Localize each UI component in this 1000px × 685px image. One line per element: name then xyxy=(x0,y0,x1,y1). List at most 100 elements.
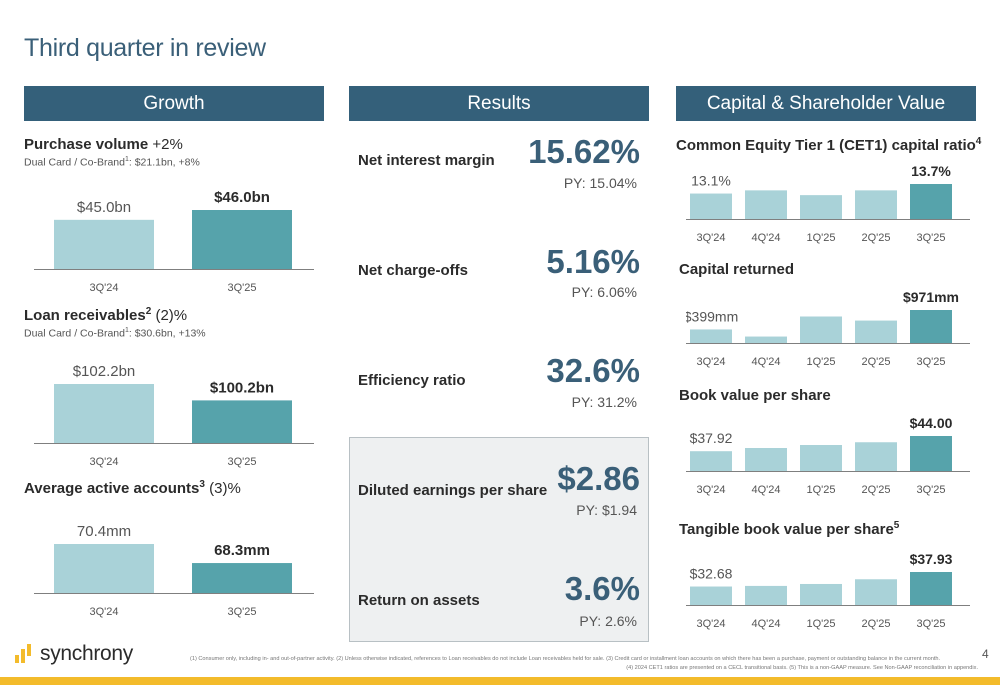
value-label-loans-0: $102.2bn xyxy=(73,363,136,380)
roa-label: Return on assets xyxy=(358,592,480,609)
chart-accounts: 70.4mm 3Q'24 68.3mm 3Q'25 xyxy=(34,523,314,618)
loan-receivables-title: Loan receivables2 (2)% xyxy=(24,306,187,324)
purchase-sub-value: : $21.1bn, +8% xyxy=(128,156,200,169)
bar-bvps-0 xyxy=(690,451,732,471)
category-label-tbvps-1: 4Q'24 xyxy=(751,618,780,630)
loan-receivables-change: (2)% xyxy=(155,307,188,324)
value-label-purchase-0: $45.0bn xyxy=(77,199,131,216)
bar-bvps-2 xyxy=(800,445,842,471)
category-label-loans-1: 3Q'25 xyxy=(227,456,256,468)
category-label-bvps-0: 3Q'24 xyxy=(696,484,725,496)
value-label-bvps-0: $37.92 xyxy=(690,430,733,446)
bar-tbvps-2 xyxy=(800,583,842,605)
category-label-accounts-0: 3Q'24 xyxy=(89,606,118,618)
category-label-purchase-1: 3Q'25 xyxy=(227,282,256,294)
loan-receivables-label: Loan receivables xyxy=(24,307,146,324)
bar-cet1-2 xyxy=(800,195,842,219)
bar-accounts-1 xyxy=(192,563,292,593)
nim-label: Net interest margin xyxy=(358,152,495,169)
footnote-line-2: (4) 2024 CET1 ratios are presented on a … xyxy=(626,665,978,671)
efficiency-label: Efficiency ratio xyxy=(358,372,466,389)
eps-value: $2.86 xyxy=(557,460,640,497)
category-label-cet1-1: 4Q'24 xyxy=(751,232,780,244)
category-label-cet1-2: 1Q'25 xyxy=(806,232,835,244)
category-label-returned-1: 4Q'24 xyxy=(751,356,780,368)
category-label-bvps-1: 4Q'24 xyxy=(751,484,780,496)
bar-returned-0 xyxy=(690,329,732,343)
loans-sub-value: : $30.6bn, +13% xyxy=(128,327,206,340)
value-label-returned-0: $399mm xyxy=(686,308,738,324)
page-title: Third quarter in review xyxy=(24,34,266,62)
eps-highlight-box xyxy=(349,437,649,642)
category-label-returned-4: 3Q'25 xyxy=(916,356,945,368)
efficiency-value: 32.6% xyxy=(546,352,640,389)
purchase-volume-label: Purchase volume xyxy=(24,136,149,153)
purchase-volume-sub: Dual Card / Co-Brand1: $21.1bn, +8% xyxy=(24,156,200,169)
chart-loans: $102.2bn 3Q'24 $100.2bn 3Q'25 xyxy=(34,363,314,468)
category-label-loans-0: 3Q'24 xyxy=(89,456,118,468)
purchase-volume-title: Purchase volume +2% xyxy=(24,136,183,153)
chart-cet1: 13.1% 3Q'24 4Q'24 1Q'25 2Q'25 13.7% 3Q'25 xyxy=(686,163,970,244)
bvps-title: Book value per share xyxy=(679,387,831,404)
capital-header: Capital & Shareholder Value xyxy=(676,86,976,121)
purchase-volume-change: +2% xyxy=(152,136,183,153)
roa-value: 3.6% xyxy=(564,570,640,607)
nco-label: Net charge-offs xyxy=(358,262,469,279)
loans-sub-sup: 1 xyxy=(124,327,129,334)
chart-tbvps: $32.68 3Q'24 4Q'24 1Q'25 2Q'25 $37.93 3Q'25 xyxy=(686,551,970,630)
synchrony-logo-icon xyxy=(15,644,31,663)
chart-returned: $399mm 3Q'24 4Q'24 1Q'25 2Q'25 $971mm 3Q'25 xyxy=(686,289,970,368)
bar-returned-2 xyxy=(800,316,842,343)
bar-tbvps-4 xyxy=(910,572,952,605)
bar-bvps-3 xyxy=(855,442,897,471)
category-label-tbvps-4: 3Q'25 xyxy=(916,618,945,630)
category-label-tbvps-0: 3Q'24 xyxy=(696,618,725,630)
bar-loans-0 xyxy=(54,384,154,443)
eps-py: PY: $1.94 xyxy=(576,502,637,518)
bar-cet1-0 xyxy=(690,193,732,219)
loan-receivables-sub: Dual Card / Co-Brand1: $30.6bn, +13% xyxy=(24,327,206,340)
category-label-bvps-3: 2Q'25 xyxy=(861,484,890,496)
category-label-returned-3: 2Q'25 xyxy=(861,356,890,368)
category-label-purchase-0: 3Q'24 xyxy=(89,282,118,294)
category-label-cet1-4: 3Q'25 xyxy=(916,232,945,244)
footnote-line-1: (1) Consumer only, including in- and out… xyxy=(190,656,941,662)
purchase-sub-label: Dual Card / Co-Brand xyxy=(24,156,125,169)
category-label-bvps-4: 3Q'25 xyxy=(916,484,945,496)
active-accounts-sup: 3 xyxy=(199,479,205,490)
category-label-cet1-0: 3Q'24 xyxy=(696,232,725,244)
bar-cet1-1 xyxy=(745,190,787,219)
chart-bvps: $37.92 3Q'24 4Q'24 1Q'25 2Q'25 $44.00 3Q'25 xyxy=(686,415,970,496)
bar-purchase-1 xyxy=(192,210,292,269)
category-label-bvps-2: 1Q'25 xyxy=(806,484,835,496)
bar-loans-1 xyxy=(192,400,292,443)
nim-value: 15.62% xyxy=(528,133,640,170)
value-label-cet1-4: 13.7% xyxy=(911,163,951,179)
efficiency-py: PY: 31.2% xyxy=(571,394,637,410)
synchrony-logo: synchrony xyxy=(14,642,133,666)
bar-returned-4 xyxy=(910,310,952,343)
tbvps-title: Tangible book value per share5 xyxy=(679,520,899,538)
active-accounts-label: Average active accounts xyxy=(24,480,200,497)
cet1-title: Common Equity Tier 1 (CET1) capital rati… xyxy=(676,136,981,154)
cet1-title-sup: 4 xyxy=(975,136,982,147)
bar-returned-1 xyxy=(745,336,787,343)
tbvps-title-sup: 5 xyxy=(893,520,900,531)
nim-py: PY: 15.04% xyxy=(563,175,637,191)
bar-cet1-4 xyxy=(910,184,952,219)
results-header: Results xyxy=(349,86,649,121)
bar-accounts-0 xyxy=(54,544,154,593)
category-label-tbvps-2: 1Q'25 xyxy=(806,618,835,630)
growth-header: Growth xyxy=(24,86,324,121)
synchrony-logo-text: synchrony xyxy=(40,642,134,665)
capital-returned-title: Capital returned xyxy=(679,261,795,278)
bar-tbvps-0 xyxy=(690,586,732,605)
bottom-accent-bar xyxy=(0,677,1000,685)
category-label-tbvps-3: 2Q'25 xyxy=(861,618,890,630)
value-label-returned-4: $971mm xyxy=(903,289,959,305)
value-label-accounts-0: 70.4mm xyxy=(77,523,131,540)
value-label-bvps-4: $44.00 xyxy=(910,415,953,431)
value-label-cet1-0: 13.1% xyxy=(691,173,731,189)
chart-purchase: $45.0bn 3Q'24 $46.0bn 3Q'25 xyxy=(34,189,314,294)
page-number: 4 xyxy=(982,647,989,661)
